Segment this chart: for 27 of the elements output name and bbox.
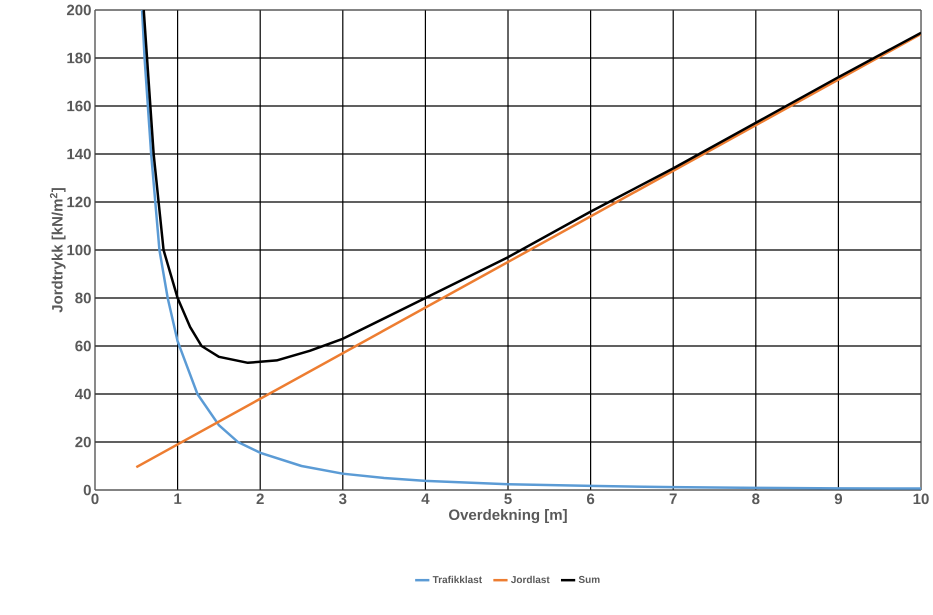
y-tick-label: 180	[67, 52, 91, 64]
x-tick-label: 3	[338, 494, 346, 504]
x-tick-label: 9	[834, 494, 842, 504]
y-tick-label: 20	[75, 436, 91, 448]
y-tick-label: 100	[67, 244, 91, 256]
y-tick-label: 40	[75, 388, 91, 400]
legend-label: Sum	[578, 576, 600, 584]
y-tick-label: 160	[67, 100, 91, 112]
x-tick-label: 2	[256, 494, 264, 504]
y-tick-label: 120	[67, 196, 91, 208]
y-tick-label: 60	[75, 340, 91, 352]
x-tick-label: 7	[670, 494, 677, 504]
x-axis-title: Overdekning [m]	[449, 509, 567, 524]
y-axis-title: Jordtrykk [kN/m$^{2}$]	[50, 188, 66, 313]
y-tick-label: 0	[84, 484, 91, 496]
y-tick-label: 200	[66, 4, 91, 16]
x-tick-label: 1	[174, 494, 182, 504]
x-tick-label: 8	[752, 494, 760, 504]
x-tick-label: 10	[914, 494, 929, 504]
legend-label: Jordlast	[510, 576, 550, 584]
x-tick-label: 5	[504, 494, 512, 504]
y-tick-label: 80	[75, 292, 91, 304]
x-tick-label: 4	[421, 494, 430, 504]
y-tick-label: 140	[67, 148, 91, 160]
legend-label: Trafikklast	[432, 576, 482, 584]
x-tick-label: 0	[91, 494, 99, 504]
x-tick-label: 6	[586, 494, 594, 504]
